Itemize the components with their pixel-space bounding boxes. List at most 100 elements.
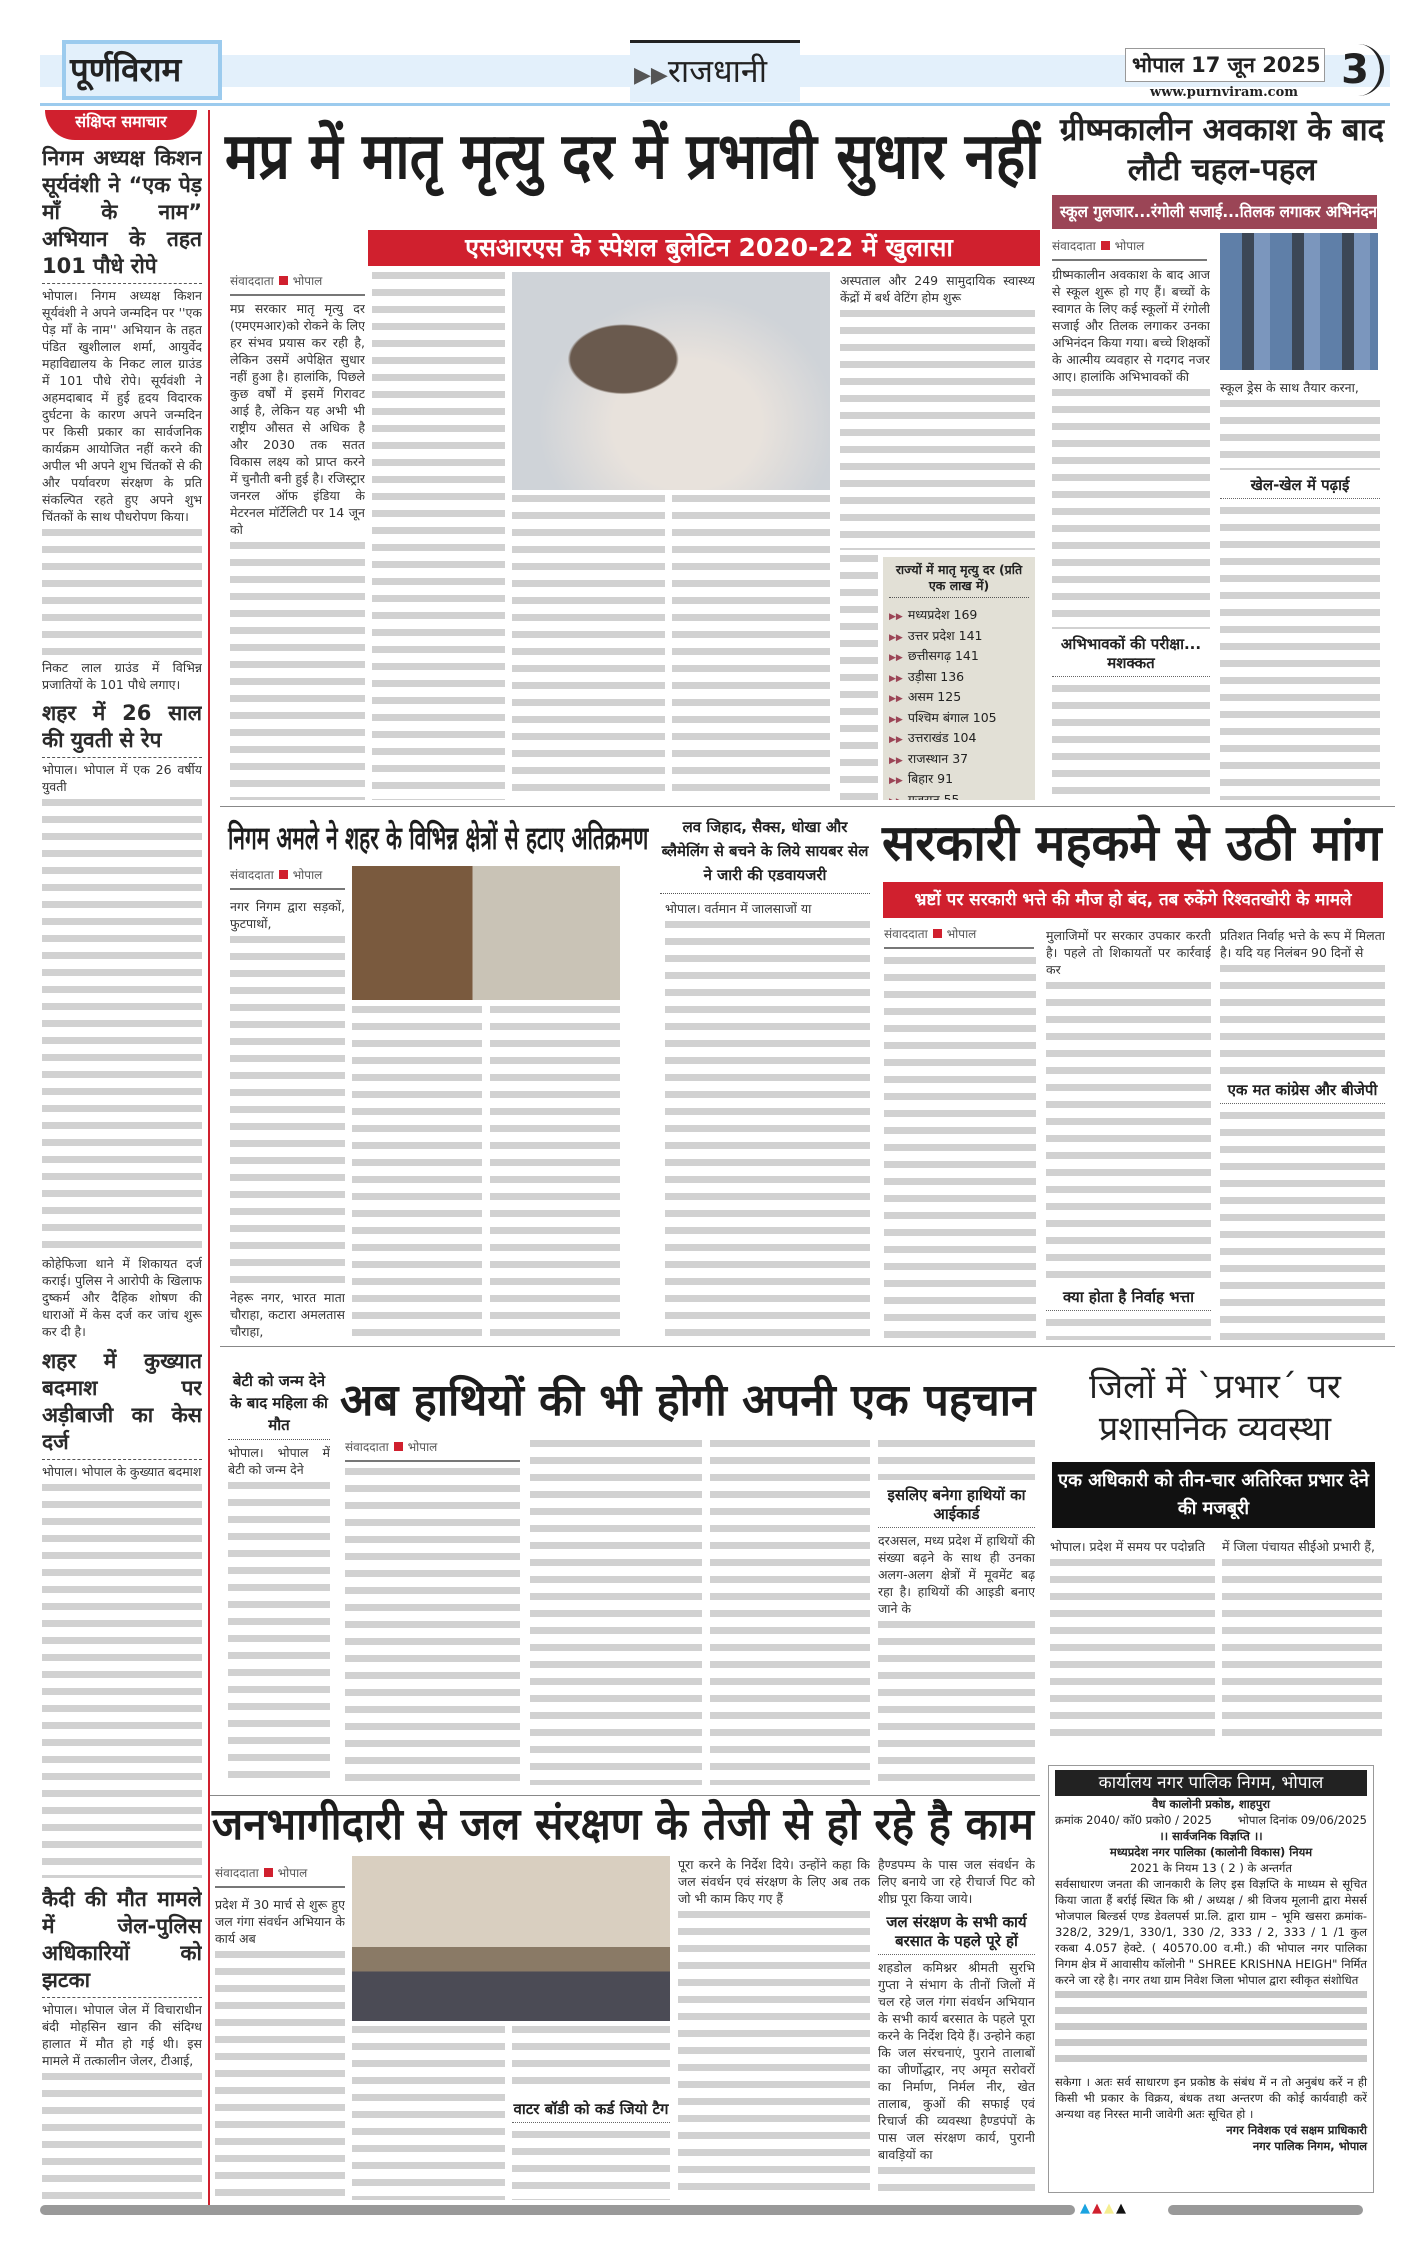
double-arrow-icon: ▶▶ bbox=[889, 714, 903, 725]
section-divider bbox=[220, 1346, 1395, 1347]
body: भोपाल। भोपाल के कुख्यात बदमाश bbox=[42, 1464, 202, 1479]
section-label: ▶▶राजधानी bbox=[630, 40, 800, 102]
school-headline: ग्रीष्मकालीन अवकाश के बाद लौटी चहल-पहल bbox=[1059, 112, 1385, 188]
lead-col-5b bbox=[840, 555, 878, 800]
subhead: क्या होता है निर्वाह भत्ता bbox=[1046, 1288, 1211, 1311]
table-cell: राजस्थान 37 bbox=[907, 750, 969, 766]
elephant-col-2 bbox=[530, 1440, 702, 1785]
body-end: कोहेफिजा थाने में शिकायत दर्ज कराई। पुलि… bbox=[42, 1256, 202, 1339]
table-cell: छत्तीसगढ़ 141 bbox=[907, 648, 979, 663]
lead-col-5: अस्पताल और 249 सामुदायिक स्वास्थ्य केंद्… bbox=[840, 272, 1035, 550]
double-arrow-icon: ▶▶ bbox=[889, 755, 903, 766]
double-arrow-icon: ▶▶ bbox=[889, 776, 903, 786]
lead-banner: एसआरएस के स्पेशल बुलेटिन 2020-22 में खुल… bbox=[368, 230, 1040, 266]
body: भोपाल। निगम अध्यक्ष किशन सूर्यवंशी ने अप… bbox=[42, 288, 202, 524]
section-divider bbox=[210, 1795, 1040, 1796]
table-cell: गुजरात 55 bbox=[907, 791, 960, 801]
encroachment-col-2 bbox=[352, 1006, 482, 1340]
byline: संवाददाता भोपाल bbox=[230, 272, 365, 296]
notice-dept: वैध कालोनी प्रकोष्ठ, शाहपुरा bbox=[1151, 1797, 1271, 1811]
beti-body: भोपाल। भोपाल में बेटी को जन्म देने bbox=[228, 1445, 330, 1477]
elephant-col-1 bbox=[345, 1468, 520, 1785]
black-triangle-icon: ▲ bbox=[1116, 2201, 1128, 2216]
table-row: ▶▶ गुजरात 55 bbox=[889, 791, 1029, 801]
headline: कैदी की मौत मामले में जेल-पुलिस अधिकारिय… bbox=[42, 1886, 202, 1998]
double-arrow-icon: ▶▶ bbox=[634, 63, 668, 88]
body: भोपाल। भोपाल जेल में विचाराधीन बंदी मोहस… bbox=[42, 2002, 202, 2068]
demand-col-3: प्रतिशत निर्वाह भत्ते के रूप में मिलता ह… bbox=[1220, 927, 1385, 1340]
table-row: ▶▶ छत्तीसगढ़ 141 bbox=[889, 647, 1029, 668]
bullet-icon bbox=[932, 929, 942, 938]
encroachment-headline: निगम अमले ने शहर के विभिन्न क्षेत्रों से… bbox=[228, 819, 649, 857]
bullet-icon bbox=[278, 276, 288, 285]
demand-col-2: मुलाजिमों पर सरकार उपकार करती है। पहले त… bbox=[1046, 927, 1211, 1340]
byline: संवाददाता भोपाल bbox=[215, 1864, 345, 1888]
table-cell: मध्यप्रदेश 169 bbox=[907, 607, 978, 622]
double-arrow-icon: ▶▶ bbox=[889, 735, 903, 745]
date-box: भोपाल 17 जून 2025 bbox=[1125, 48, 1325, 82]
headline: शहर में कुख्यात बदमाश पर अड़ीबाजी का केस… bbox=[42, 1348, 202, 1460]
notice-date: भोपाल दिनांक 09/06/2025 bbox=[1237, 1813, 1367, 1827]
beti-story: बेटी को जन्म देने के बाद महिला की मौत भो… bbox=[228, 1370, 330, 1785]
body-text-lines bbox=[42, 529, 202, 659]
districts-banner: एक अधिकारी को तीन-चार अतिरिक्त प्रभार दे… bbox=[1052, 1462, 1375, 1528]
districts-col-2: में जिला पंचायत सीईओ प्रभारी हैं, bbox=[1222, 1538, 1382, 1746]
table-cell: उड़ीसा 136 bbox=[907, 668, 965, 684]
water-col-4: हैण्डपम्प के पास जल संवर्धन के लिए बनाये… bbox=[878, 1856, 1035, 2200]
notice-closing: सकेगा । अतः सर्व साधारण इन प्रकोष्ठ के स… bbox=[1055, 2075, 1368, 2121]
section-name: राजधानी bbox=[667, 52, 767, 90]
demolished-wall-photo bbox=[352, 866, 620, 1000]
double-arrow-icon: ▶▶ bbox=[889, 612, 903, 622]
notice-signatory: नगर निवेशक एवं सक्षम प्राधिकारी bbox=[1226, 2123, 1367, 2137]
double-arrow-icon: ▶▶ bbox=[889, 797, 903, 801]
body-text-lines bbox=[42, 799, 202, 1255]
subhead: एक मत कांग्रेस और बीजेपी bbox=[1220, 1081, 1385, 1104]
subhead: इसलिए बनेगा हाथियों का आईकार्ड bbox=[878, 1486, 1035, 1528]
cyber-headline: लव जिहाद, सैक्स, धोखा और ब्लैमेलिंग से ब… bbox=[660, 815, 870, 894]
water-col-2 bbox=[352, 2026, 505, 2200]
mother-child-photo bbox=[512, 272, 830, 490]
yellow-triangle-icon: ▲ bbox=[1104, 2201, 1116, 2216]
table-cell: उत्तराखंड 104 bbox=[907, 730, 977, 745]
byline: संवाददाता भोपाल bbox=[345, 1438, 520, 1462]
headline: निगम अध्यक्ष किशन सूर्यवंशी ने “एक पेड़ … bbox=[42, 145, 202, 284]
water-col-3: पूरा करने के निर्देश दिये। उन्होंने कहा … bbox=[678, 1856, 870, 2200]
lead-headline: मप्र में मातृ मृत्यु दर में प्रभावी सुधा… bbox=[225, 120, 1040, 194]
districts-col-1: भोपाल। प्रदेश में समय पर पदोन्नति bbox=[1050, 1538, 1215, 1746]
masthead: पूर्णविराम bbox=[62, 40, 222, 100]
elephant-headline: अब हाथियों की भी होगी अपनी एक पहचान bbox=[340, 1375, 1036, 1426]
brief-label: संक्षिप्त समाचार bbox=[45, 110, 197, 140]
double-arrow-icon: ▶▶ bbox=[889, 632, 903, 643]
website-link[interactable]: www.purnviram.com bbox=[1150, 85, 1299, 100]
magenta-triangle-icon: ▲ bbox=[1092, 2201, 1104, 2216]
elephant-col-4: इसलिए बनेगा हाथियों का आईकार्ड दरअसल, मध्… bbox=[878, 1440, 1035, 1785]
notice-signatory-office: नगर पालिक निगम, भोपाल bbox=[1252, 2139, 1367, 2153]
table-row: ▶▶ पश्चिम बंगाल 105 bbox=[889, 709, 1029, 730]
mmr-table: राज्यों में मातृ मृत्यु दर (प्रति एक लाख… bbox=[883, 557, 1035, 800]
notice-ref: क्रमांक 2040/ कॉ0 प्रको0 / 2025 bbox=[1055, 1813, 1212, 1827]
table-cell: असम 125 bbox=[907, 689, 962, 704]
elephant-col-3 bbox=[710, 1440, 870, 1785]
cyber-story: लव जिहाद, सैक्स, धोखा और ब्लैमेलिंग से ब… bbox=[660, 815, 870, 1340]
body-text-lines bbox=[42, 1484, 202, 1878]
brief-story-1: निगम अध्यक्ष किशन सूर्यवंशी ने “एक पेड़ … bbox=[42, 145, 202, 693]
lead-col-4 bbox=[672, 495, 830, 800]
byline: संवाददाता भोपाल bbox=[230, 866, 345, 890]
table-row: ▶▶ उड़ीसा 136 bbox=[889, 668, 1029, 689]
subhead: खेल-खेल में पढ़ाई bbox=[1220, 476, 1380, 499]
table-row: ▶▶ मध्यप्रदेश 169 bbox=[889, 606, 1029, 627]
table-row: ▶▶ उत्तराखंड 104 bbox=[889, 729, 1029, 750]
bullet-icon bbox=[263, 1868, 273, 1877]
brief-story-4: कैदी की मौत मामले में जेल-पुलिस अधिकारिय… bbox=[42, 1886, 202, 2201]
table-cell: बिहार 91 bbox=[907, 771, 954, 786]
table-row: ▶▶ उत्तर प्रदेश 141 bbox=[889, 627, 1029, 648]
subhead: वाटर बॉडी को कर्ड जियो टैग bbox=[512, 2100, 670, 2123]
table-cell: पश्चिम बंगाल 105 bbox=[907, 709, 997, 725]
demand-banner: भ्रष्टों पर सरकारी भत्ते की मौज हो बंद, … bbox=[883, 882, 1383, 918]
school-col-2: स्कूल ड्रेस के साथ तैयार करना, खेल-खेल मे… bbox=[1220, 379, 1380, 800]
table-row: ▶▶ राजस्थान 37 bbox=[889, 750, 1029, 771]
bullet-icon bbox=[278, 870, 288, 879]
body: भोपाल। भोपाल में एक 26 वर्षीय युवती bbox=[42, 762, 202, 794]
lead-col-2 bbox=[372, 272, 505, 800]
schoolchildren-photo bbox=[1220, 233, 1378, 370]
